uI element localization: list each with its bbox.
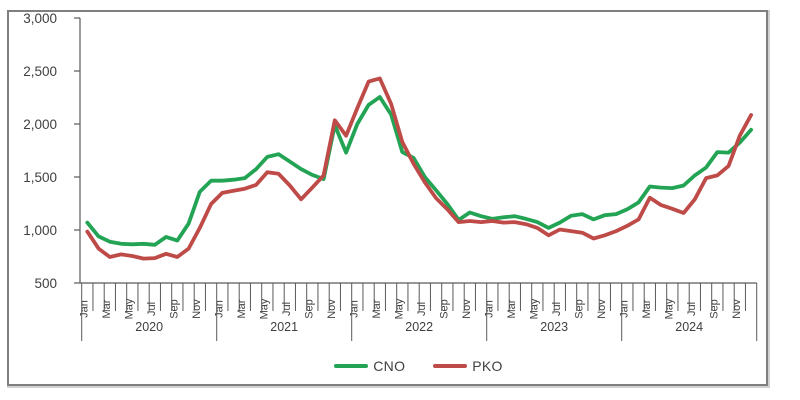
y-axis-label: 2,000 [23,117,57,132]
x-axis-month-label: May [258,298,270,319]
x-axis-month-label: Mar [236,299,248,318]
x-axis-month-label: Mar [101,299,113,318]
x-axis-month-label: Sep [438,299,450,319]
y-axis-label: 3,000 [23,11,57,26]
x-axis-month-label: Sep [168,299,180,319]
x-axis-year-label: 2022 [405,320,433,334]
x-axis-month-label: Nov [731,299,743,319]
x-axis-month-label: Sep [303,299,315,319]
x-axis-year-label: 2024 [675,320,703,334]
legend-item-pko: PKO [433,358,502,374]
y-axis-label: 2,500 [23,64,57,79]
legend-item-cno: CNO [334,358,405,374]
x-axis-year-label: 2020 [135,320,163,334]
x-axis-month-label: Nov [326,299,338,319]
pko-line-swatch [433,364,468,368]
x-axis-month-label: Sep [708,299,720,319]
x-axis-month-label: Mar [371,299,383,318]
x-axis-month-label: Mar [641,299,653,318]
legend-label-pko: PKO [472,358,503,374]
x-axis-month-label: Mar [506,299,518,318]
x-axis-month-label: May [393,298,405,319]
pko-series-line [85,76,753,261]
cno-line-swatch [334,364,369,368]
x-axis-month-label: Jul [551,302,563,316]
x-axis-month-label: Jul [686,302,698,316]
cno-series-line [85,95,753,247]
legend-label-cno: CNO [373,358,406,374]
x-axis-year-label: 2023 [540,320,568,334]
y-axis-label: 500 [34,276,57,291]
x-axis-month-label: Nov [596,299,608,319]
x-axis-month-label: Nov [461,299,473,319]
x-axis-month-label: Jan [78,300,90,318]
x-axis-month-label: Jul [281,302,293,316]
chart-legend: CNO PKO [80,354,757,378]
x-axis-month-label: May [123,298,135,319]
x-axis-month-label: Jan [213,300,225,318]
y-axis-label: 1,000 [23,223,57,238]
x-axis-month-label: Jan [483,300,495,318]
x-axis-month-label: Jul [146,302,158,316]
y-axis-label: 1,500 [23,170,57,185]
x-axis-month-label: May [528,298,540,319]
x-axis-month-label: Jan [618,300,630,318]
x-axis-month-label: Sep [573,299,585,319]
x-axis-month-label: Jan [348,300,360,318]
x-axis-month-label: Jul [416,302,428,316]
x-axis-year-label: 2021 [270,320,298,334]
x-axis-month-label: May [663,298,675,319]
x-axis-month-label: Nov [191,299,203,319]
